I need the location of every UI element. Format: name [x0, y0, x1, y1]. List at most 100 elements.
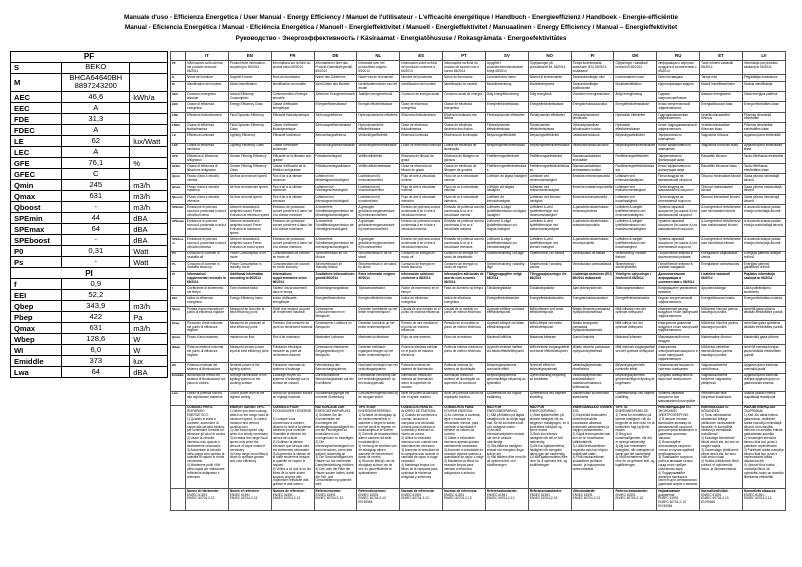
grid-cell-en: Energy Efficiency Class — [227, 101, 272, 113]
spec-parameter-value: A — [61, 146, 131, 159]
grid-cell-en: Power Consumption in standby mode — [227, 260, 272, 273]
grid-cell-it: Classe di efficienza energetica — [185, 101, 229, 113]
grid-parameter-code: Ps — [170, 260, 186, 273]
grid-cell-pt: Pressão de ar medida no ponto de melhor … — [442, 319, 486, 336]
spec-parameter-unit — [129, 278, 168, 291]
grid-language-header: DK — [613, 50, 658, 62]
spec-parameter-unit: Watt — [129, 256, 168, 269]
grid-cell-de: Luftstrom bei Mindestgeschwindigkeit — [313, 173, 358, 185]
grid-cell-dk: Luftstrøm ved boosthastighed — [613, 193, 658, 206]
grid-cell-it: Consumo energetico annuale — [185, 91, 229, 103]
grid-cell-it: Flusso d'aria a velocità intensiva — [185, 193, 229, 206]
header-line-2: Manual - Eficiencia Energética / Manual … — [124, 24, 678, 32]
grid-cell-dk: Modelidentifikation — [613, 80, 658, 93]
grid-cell-fi: Valaistustehokkuus — [570, 132, 615, 144]
grid-cell-fr: Niveau de puissance sonore au réglage ma… — [270, 390, 315, 406]
grid-cell-en: Air flow at boost speed — [227, 193, 272, 206]
grid-cell-pt: Fluxo de ar à velocidade máxima — [442, 183, 486, 196]
grid-cell-ru: Годовое энергопотребление — [656, 91, 701, 103]
grid-cell-es: Emisión de potencia sonora ponderada A e… — [399, 204, 444, 220]
grid-cell-es: CONSEJOS PARA EL AHORRO DE ENERGÍA: 1) C… — [399, 404, 444, 489]
grid-cell-sv: Uppgifter i produktinformationsbladet en… — [484, 60, 529, 76]
grid-cell-lv: Maksimālā gaisa plūsma — [741, 333, 787, 346]
spec-section-title: PI — [10, 267, 168, 280]
grid-row-f: f Coefficiente di incremento nel tempo Tim… — [170, 285, 787, 297]
grid-cell-lv: Informācija par produktu saskaņā ar 65/2… — [741, 60, 787, 76]
grid-cell-et: Valgustussüsteemi nimivõimsus — [699, 362, 743, 374]
grid-cell-sv: Luftburen A-vägd ljudeffektemission vid … — [484, 218, 529, 238]
spec-parameter-unit: W — [129, 344, 168, 357]
grid-cell-nl: Nominaal vermogen van het verlichtingssy… — [356, 362, 401, 374]
grid-cell-ru: Класс гидродинамической эффективности — [656, 122, 701, 134]
grid-cell-fr: Émission de puissance sonore pondérée A … — [270, 236, 315, 252]
grid-cell-dk: Strømforbrug i slukket tilstand — [613, 250, 658, 262]
grid-cell-dk: Målt elektrisk indgangseffekt ved det op… — [613, 344, 658, 364]
grid-cell-fi: Ilmavirta miniminopeudella — [570, 173, 615, 185]
grid-cell-no: Energieffektivitetsklasse — [527, 101, 572, 113]
grid-cell-dk: TIPS TIL ENERGIBESPARELSE: 1) Tænd for e… — [613, 404, 658, 489]
spec-parameter-value: - — [61, 201, 131, 214]
grid-cell-it: Norme di riferimento: EN/IEC 61591 EN/IE… — [185, 487, 229, 511]
grid-language-header: ET — [699, 50, 743, 62]
grid-cell-et: Aastane energiatarve — [699, 91, 743, 103]
spec-parameter-unit: W — [129, 333, 168, 346]
grid-parameter-code: SPEmax — [170, 218, 186, 238]
grid-language-header: EN — [227, 50, 272, 62]
grid-cell-it: Portata d'aria misurata nel punto di eff… — [185, 305, 229, 321]
grid-cell-no: Maksimal luftstrøm — [527, 333, 572, 346]
grid-cell-en: Grease Filtering Efficiency — [227, 152, 272, 165]
grid-cell-es: Eficiencia luminosa — [399, 132, 444, 144]
grid-cell-no: Målt elektrisk inngangseffekt ved beste … — [527, 344, 572, 364]
grid-cell-pt: Eficiência de iluminação — [442, 132, 486, 144]
grid-parameter-code: WI — [170, 362, 186, 374]
grid-parameter-code: Emiddle — [170, 372, 186, 392]
grid-language-header-row: IT EN FR DE NL ES PT SV NO FI DK RU ET LV — [170, 50, 787, 62]
spec-parameter-code: f — [9, 278, 63, 291]
grid-cell-en: Air flow at maximum speed — [227, 183, 272, 196]
grid-row-FDE: FDE Efficienza fluidodinamica Fluid Dynami… — [170, 111, 787, 124]
grid-cell-es: Iluminación media del sistema de ilumina… — [399, 372, 444, 392]
grid-cell-fi: Tavarantoimittajan mallitunniste — [570, 80, 615, 93]
grid-row-Emiddle: Emiddle Illuminazione media del sistema d… — [170, 372, 787, 392]
grid-cell-nl: Identificatienummer van het model — [356, 80, 401, 93]
grid-cell-et: Energiatõhususe indeks — [699, 295, 743, 307]
grid-cell-ru: Информация о карточке продукта в соответ… — [656, 60, 701, 76]
grid-cell-lv: Izmērītā elektriskā ieejas jauda labākās… — [741, 344, 787, 364]
spec-row: Qmax 631 m3/h — [9, 322, 168, 335]
grid-cell-fi: Valaistusjärjestelmän nimellisteho — [570, 362, 615, 374]
grid-cell-it: Emissione di potenza sonora A ponderata … — [185, 204, 229, 220]
grid-cell-de: Strömungseffizienzklasse — [313, 122, 358, 134]
grid-cell-pt: Potência elétrica medida no ponto de mel… — [442, 344, 486, 364]
grid-cell-pt: Normas de referência: EN/IEC 61591 EN/IE… — [442, 487, 486, 511]
grid-cell-fi: ENERGIANSÄÄSTÖVINKKEJÄ: 1) Käynnistä lie… — [570, 404, 615, 489]
grid-cell-fr: Classe d'efficacité lumineuse — [270, 142, 315, 154]
grid-cell-en: Power Consumption in off mode — [227, 250, 272, 262]
grid-cell-en: Average illumination of the lighting sys… — [227, 372, 272, 392]
grid-cell-fi: Virtausdynaamisen tehokkuuden luokka — [570, 122, 615, 134]
grid-cell-et: Valgustuse tõhususe klass — [699, 142, 743, 154]
grid-cell-sv: Referensstandarder: EN/IEC 61591 EN/IEC … — [484, 487, 529, 511]
spec-parameter-code: LE — [9, 135, 63, 148]
grid-cell-it: Emissione di potenza sonora A ponderata … — [185, 236, 229, 252]
grid-cell-lv: Plūsmas dinamiskā efektivitāte — [741, 111, 787, 124]
grid-cell-ru: Уровень звуковой мощности (по шкале A) н… — [656, 204, 701, 220]
spec-parameter-value: - — [61, 234, 131, 247]
grid-cell-no: Referansestandarder: EN/IEC 61591 EN/IEC… — [527, 487, 572, 511]
grid-cell-nl: Informatie over het productblad volgens … — [356, 60, 401, 76]
grid-cell-en: Measured air pressure at best efficiency… — [227, 319, 272, 336]
grid-cell-no: Strømforbruk i av-modus — [527, 250, 572, 262]
grid-cell-it: Consumo di corrente in modalità off — [185, 250, 229, 262]
grid-cell-dk: Luftbåren A-vægtet lydeffektemission ved… — [613, 218, 658, 238]
grid-cell-dk: Luftbåren A-vægtet lydeffektemission ved… — [613, 204, 658, 220]
grid-cell-nl: Referentienormen: EN/IEC 61591 EN/IEC 60… — [356, 487, 401, 511]
spec-parameter-code: Qmin — [9, 179, 63, 192]
spec-section-row: PF — [10, 50, 168, 63]
grid-cell-it: CONSIGLI PER IL RISPARMIO ENERGETICO: 1)… — [185, 404, 229, 489]
spec-row: f 0,9 — [9, 278, 168, 291]
grid-parameter-code: P0 — [170, 250, 186, 262]
grid-code-header — [170, 50, 186, 62]
spec-parameter-code: GFE — [9, 157, 63, 170]
grid-parameter-code: Qbep — [170, 305, 186, 321]
grid-cell-de: Jährlicher Energieverbrauch — [313, 91, 358, 103]
spec-parameter-value: 373 — [61, 355, 131, 368]
